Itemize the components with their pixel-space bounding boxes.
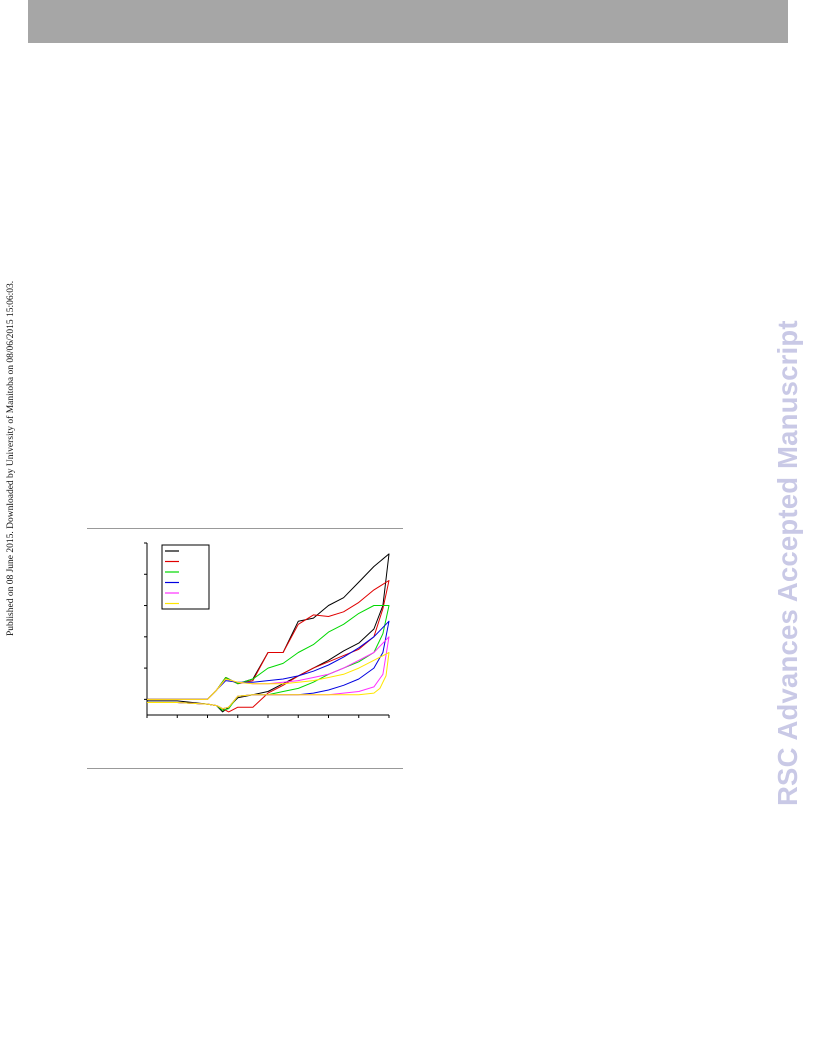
cv-curve-6 (147, 652, 390, 710)
cv-curve-3 (147, 605, 390, 711)
cv-curve-5 (147, 636, 390, 710)
legend-box (161, 544, 210, 610)
figure-bottom-rule (87, 768, 403, 769)
cv-curve-4 (147, 620, 390, 710)
voltammogram-chart (144, 542, 390, 718)
accepted-manuscript-watermark: RSC Advances Accepted Manuscript (772, 320, 803, 806)
header-bar (28, 0, 788, 43)
cv-curve-2 (147, 580, 390, 713)
figure-top-rule (87, 528, 403, 529)
side-note-container: Published on 08 June 2015. Downloaded by… (6, 240, 20, 640)
publication-note: Published on 08 June 2015. Downloaded by… (6, 280, 16, 636)
cyclic-voltammogram-figure (140, 538, 396, 728)
watermark-container: RSC Advances Accepted Manuscript (770, 240, 806, 810)
